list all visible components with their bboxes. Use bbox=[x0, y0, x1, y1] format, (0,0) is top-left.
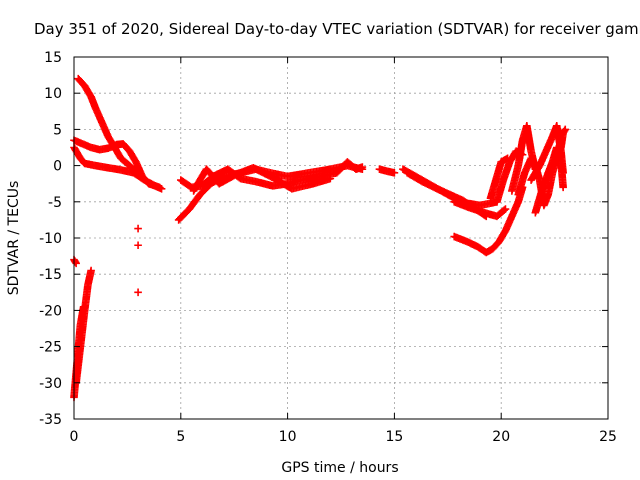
y-tick-label: 15 bbox=[44, 50, 62, 66]
y-tick-label: -35 bbox=[39, 412, 62, 428]
data-point bbox=[87, 266, 95, 275]
data-point bbox=[157, 184, 166, 193]
y-tick-label: -10 bbox=[39, 231, 62, 247]
y-tick-label: 10 bbox=[44, 86, 62, 102]
data-point bbox=[559, 169, 567, 177]
data-point bbox=[358, 163, 367, 171]
x-tick-label: 25 bbox=[599, 429, 617, 445]
y-tick-label: -30 bbox=[39, 376, 62, 392]
x-tick-label: 5 bbox=[176, 429, 185, 445]
y-tick-label: -20 bbox=[39, 303, 62, 319]
data-point bbox=[134, 288, 142, 297]
y-axis-title: SDTVAR / TECUs bbox=[6, 181, 22, 296]
x-axis-title: GPS time / hours bbox=[281, 460, 398, 476]
x-tick-label: 10 bbox=[279, 429, 297, 445]
x-tick-label: 15 bbox=[385, 429, 403, 445]
data-point bbox=[134, 241, 142, 250]
data-point bbox=[501, 205, 510, 213]
y-tick-label: 0 bbox=[53, 159, 62, 175]
x-tick-label: 20 bbox=[492, 429, 510, 445]
chart-title: Day 351 of 2020, Sidereal Day-to-day VTE… bbox=[34, 20, 640, 38]
ticks bbox=[73, 56, 609, 420]
tick-labels: 0 5 10 15 20 25 15 10 5 0 -5 -10 -15 -20 -25 -30 -35 bbox=[39, 50, 617, 445]
data-point bbox=[134, 224, 142, 233]
data-point bbox=[559, 183, 567, 192]
y-tick-label: 5 bbox=[53, 122, 62, 138]
data-point bbox=[561, 125, 570, 134]
data-point bbox=[326, 174, 335, 183]
x-tick-label: 0 bbox=[70, 429, 79, 445]
y-tick-label: -15 bbox=[39, 267, 62, 283]
y-tick-label: -25 bbox=[39, 340, 62, 356]
data-point bbox=[390, 169, 399, 177]
data-point bbox=[503, 154, 512, 163]
y-tick-label: -5 bbox=[48, 195, 62, 211]
